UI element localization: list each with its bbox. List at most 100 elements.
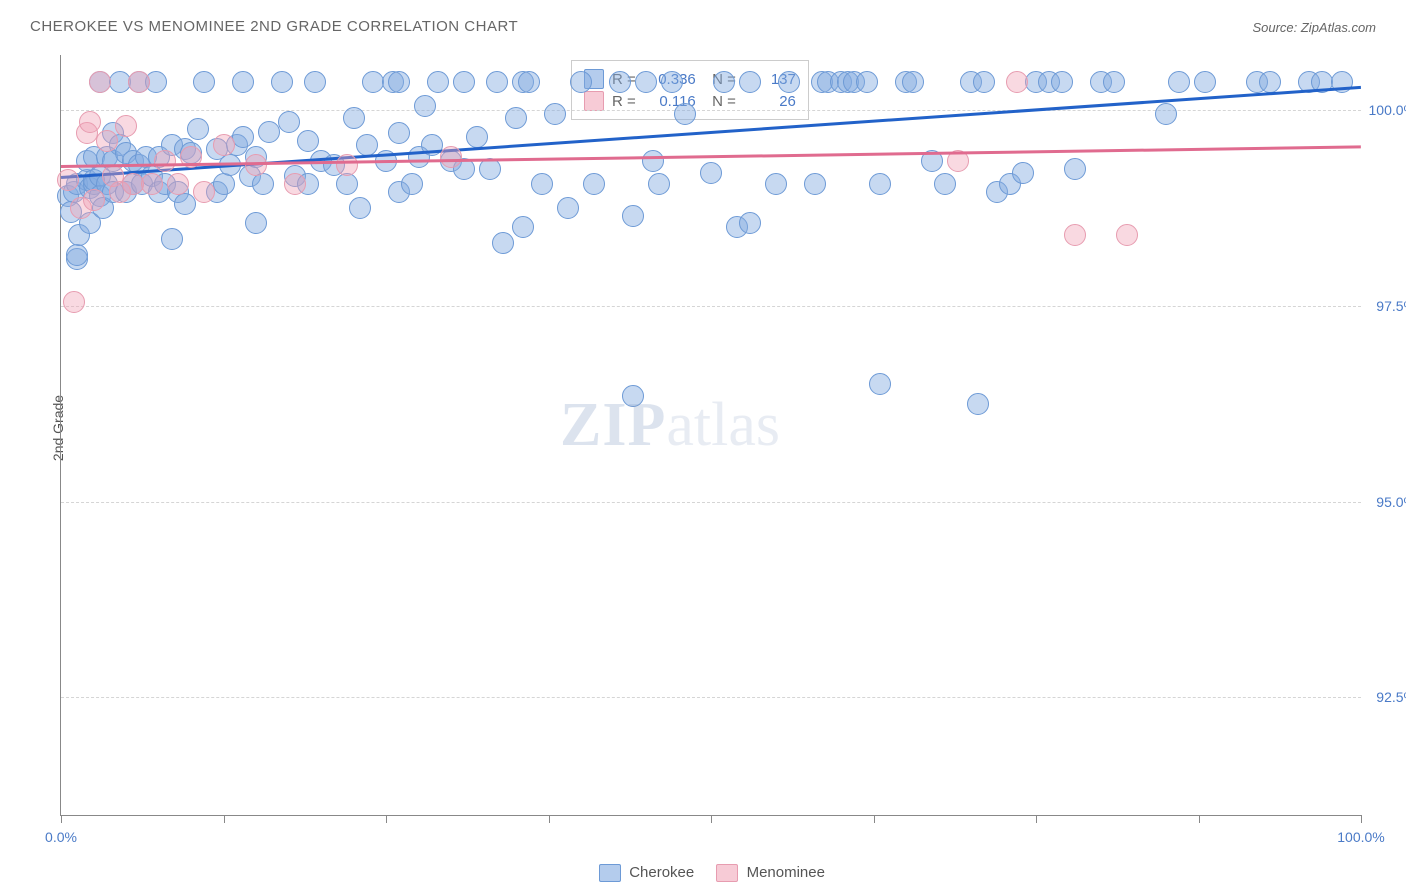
data-point <box>115 115 137 137</box>
data-point <box>63 291 85 313</box>
legend-swatch-menominee <box>716 864 738 882</box>
legend: Cherokee Menominee <box>0 864 1406 882</box>
data-point <box>161 228 183 250</box>
data-point <box>427 71 449 93</box>
data-point <box>642 150 664 172</box>
data-point <box>128 71 150 93</box>
data-point <box>739 212 761 234</box>
xtick <box>711 815 712 823</box>
data-point <box>518 71 540 93</box>
data-point <box>297 130 319 152</box>
gridline <box>61 697 1361 698</box>
data-point <box>271 71 293 93</box>
data-point <box>1155 103 1177 125</box>
data-point <box>141 173 163 195</box>
r-label: R = <box>612 93 636 110</box>
data-point <box>401 173 423 195</box>
xtick <box>1036 815 1037 823</box>
data-point <box>557 197 579 219</box>
xtick <box>1199 815 1200 823</box>
xtick <box>61 815 62 823</box>
data-point <box>486 71 508 93</box>
data-point <box>1006 71 1028 93</box>
data-point <box>674 103 696 125</box>
xtick <box>224 815 225 823</box>
data-point <box>869 173 891 195</box>
ytick-label: 97.5% <box>1376 298 1406 314</box>
data-point <box>635 71 657 93</box>
data-point <box>167 173 189 195</box>
data-point <box>622 205 644 227</box>
data-point <box>648 173 670 195</box>
data-point <box>869 373 891 395</box>
data-point <box>466 126 488 148</box>
n-value-menominee: 26 <box>744 93 796 110</box>
data-point <box>1103 71 1125 93</box>
data-point <box>1194 71 1216 93</box>
data-point <box>174 193 196 215</box>
n-label: N = <box>704 93 736 110</box>
data-point <box>388 122 410 144</box>
data-point <box>967 393 989 415</box>
gridline <box>61 502 1361 503</box>
data-point <box>973 71 995 93</box>
data-point <box>1116 224 1138 246</box>
data-point <box>713 71 735 93</box>
data-point <box>414 95 436 117</box>
data-point <box>453 71 475 93</box>
data-point <box>570 71 592 93</box>
data-point <box>661 71 683 93</box>
data-point <box>96 130 118 152</box>
data-point <box>512 216 534 238</box>
data-point <box>89 71 111 93</box>
data-point <box>856 71 878 93</box>
legend-swatch-cherokee <box>599 864 621 882</box>
chart-title: CHEROKEE VS MENOMINEE 2ND GRADE CORRELAT… <box>30 18 518 35</box>
data-point <box>778 71 800 93</box>
xtick-label: 100.0% <box>1337 829 1384 845</box>
source-label: Source: ZipAtlas.com <box>1252 20 1376 35</box>
data-point <box>583 173 605 195</box>
xtick-label: 0.0% <box>45 829 77 845</box>
legend-label-cherokee: Cherokee <box>629 864 694 881</box>
data-point <box>765 173 787 195</box>
data-point <box>187 118 209 140</box>
chart-plot-area: R = 0.336 N = 137 R = 0.116 N = 26 92.5%… <box>60 55 1361 816</box>
ytick-label: 95.0% <box>1376 494 1406 510</box>
data-point <box>1051 71 1073 93</box>
data-point <box>1168 71 1190 93</box>
data-point <box>193 71 215 93</box>
swatch-menominee <box>584 91 604 111</box>
data-point <box>154 150 176 172</box>
xtick <box>386 815 387 823</box>
xtick <box>549 815 550 823</box>
ytick-label: 92.5% <box>1376 689 1406 705</box>
data-point <box>258 121 280 143</box>
data-point <box>804 173 826 195</box>
data-point <box>1259 71 1281 93</box>
data-point <box>83 189 105 211</box>
data-point <box>622 385 644 407</box>
data-point <box>304 71 326 93</box>
xtick <box>874 815 875 823</box>
data-point <box>57 169 79 191</box>
data-point <box>284 173 306 195</box>
gridline <box>61 306 1361 307</box>
xtick <box>1361 815 1362 823</box>
data-point <box>232 71 254 93</box>
data-point <box>902 71 924 93</box>
data-point <box>492 232 514 254</box>
data-point <box>193 181 215 203</box>
data-point <box>252 173 274 195</box>
data-point <box>1064 158 1086 180</box>
data-point <box>505 107 527 129</box>
data-point <box>343 107 365 129</box>
data-point <box>440 146 462 168</box>
data-point <box>349 197 371 219</box>
data-point <box>388 71 410 93</box>
data-point <box>336 173 358 195</box>
data-point <box>1012 162 1034 184</box>
data-point <box>245 154 267 176</box>
data-point <box>245 212 267 234</box>
data-point <box>739 71 761 93</box>
